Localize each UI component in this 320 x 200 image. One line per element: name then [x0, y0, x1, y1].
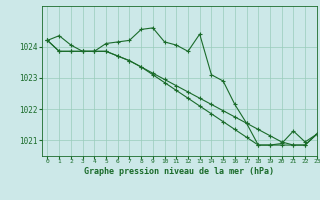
X-axis label: Graphe pression niveau de la mer (hPa): Graphe pression niveau de la mer (hPa): [84, 167, 274, 176]
